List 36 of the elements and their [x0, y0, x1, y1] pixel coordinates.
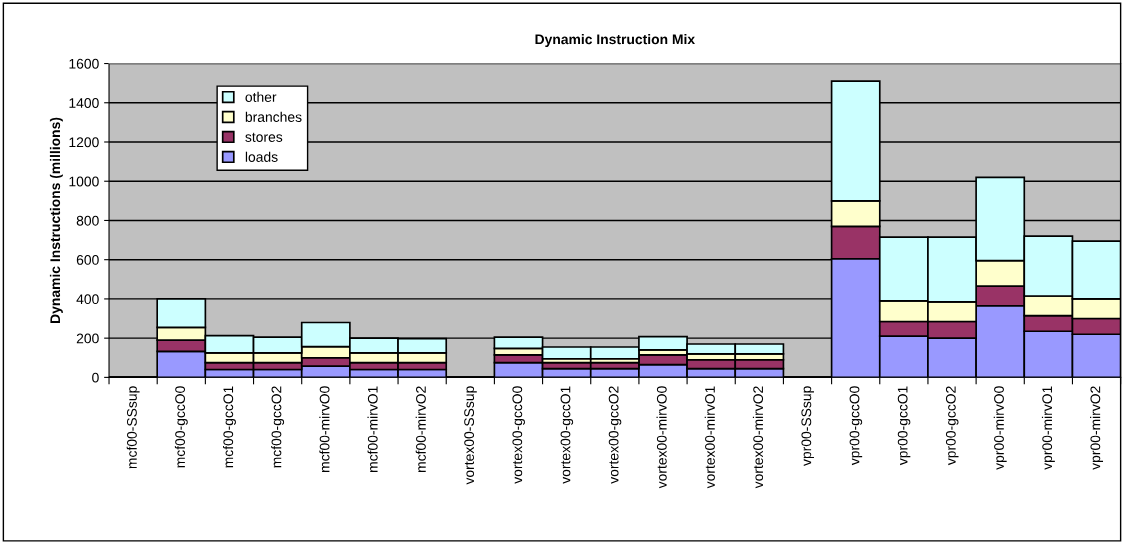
x-tick-label: vortex00-mirvO0 — [656, 386, 667, 489]
x-tick-label: vpr00-mirvO1 — [1041, 386, 1055, 470]
y-tick-label: 600 — [76, 255, 99, 265]
x-tick-label: vortex00-SSsup — [464, 386, 477, 485]
legend-label: other — [245, 91, 277, 102]
y-tick-label: 1200 — [69, 137, 99, 148]
x-tick-label: vortex00-mirvO2 — [752, 386, 764, 489]
y-tick-label: 1000 — [69, 176, 99, 187]
legend-label: loads — [245, 151, 278, 162]
x-tick-label: vpr00-gccO2 — [945, 386, 959, 466]
x-tick-label: vpr00-mirvO2 — [1090, 386, 1104, 470]
x-tick-label: mcf00-mirvO1 — [367, 386, 378, 472]
x-tick-label: mcf00-gccO0 — [174, 386, 188, 468]
y-tick-label: 800 — [76, 215, 99, 226]
x-tick-label: vortex00-gccO0 — [512, 386, 525, 484]
x-tick-label: vortex00-gccO2 — [608, 386, 622, 484]
x-tick-label: mcf00-gccO1 — [223, 386, 236, 468]
x-tick-label: vpr00-SSsup — [801, 386, 814, 466]
y-axis-title: Dynamic Instructions (millions) — [49, 117, 63, 323]
legend-label: stores — [245, 132, 283, 142]
x-tick-label: vortex00-mirvO1 — [704, 386, 715, 489]
y-tick-label: 200 — [76, 333, 99, 344]
y-tick-label: 1400 — [69, 98, 99, 108]
x-tick-label: mcf00-SSsup — [126, 386, 140, 469]
x-tick-label: mcf00-gccO2 — [271, 386, 285, 468]
x-tick-label: vortex00-gccO1 — [560, 386, 574, 484]
x-tick-label: mcf00-mirvO2 — [415, 386, 426, 472]
chart-title: Dynamic Instruction Mix — [535, 34, 695, 47]
y-tick-label: 1600 — [69, 58, 99, 69]
y-tick-label: 0 — [92, 372, 99, 383]
x-tick-label: vpr00-gccO0 — [849, 386, 863, 466]
x-tick-label: mcf00-mirvO0 — [319, 386, 330, 472]
legend-label: branches — [245, 111, 302, 122]
y-tick-label: 400 — [76, 294, 99, 305]
x-tick-label: vpr00-gccO1 — [897, 386, 911, 466]
x-tick-label: vpr00-mirvO0 — [993, 386, 1007, 470]
